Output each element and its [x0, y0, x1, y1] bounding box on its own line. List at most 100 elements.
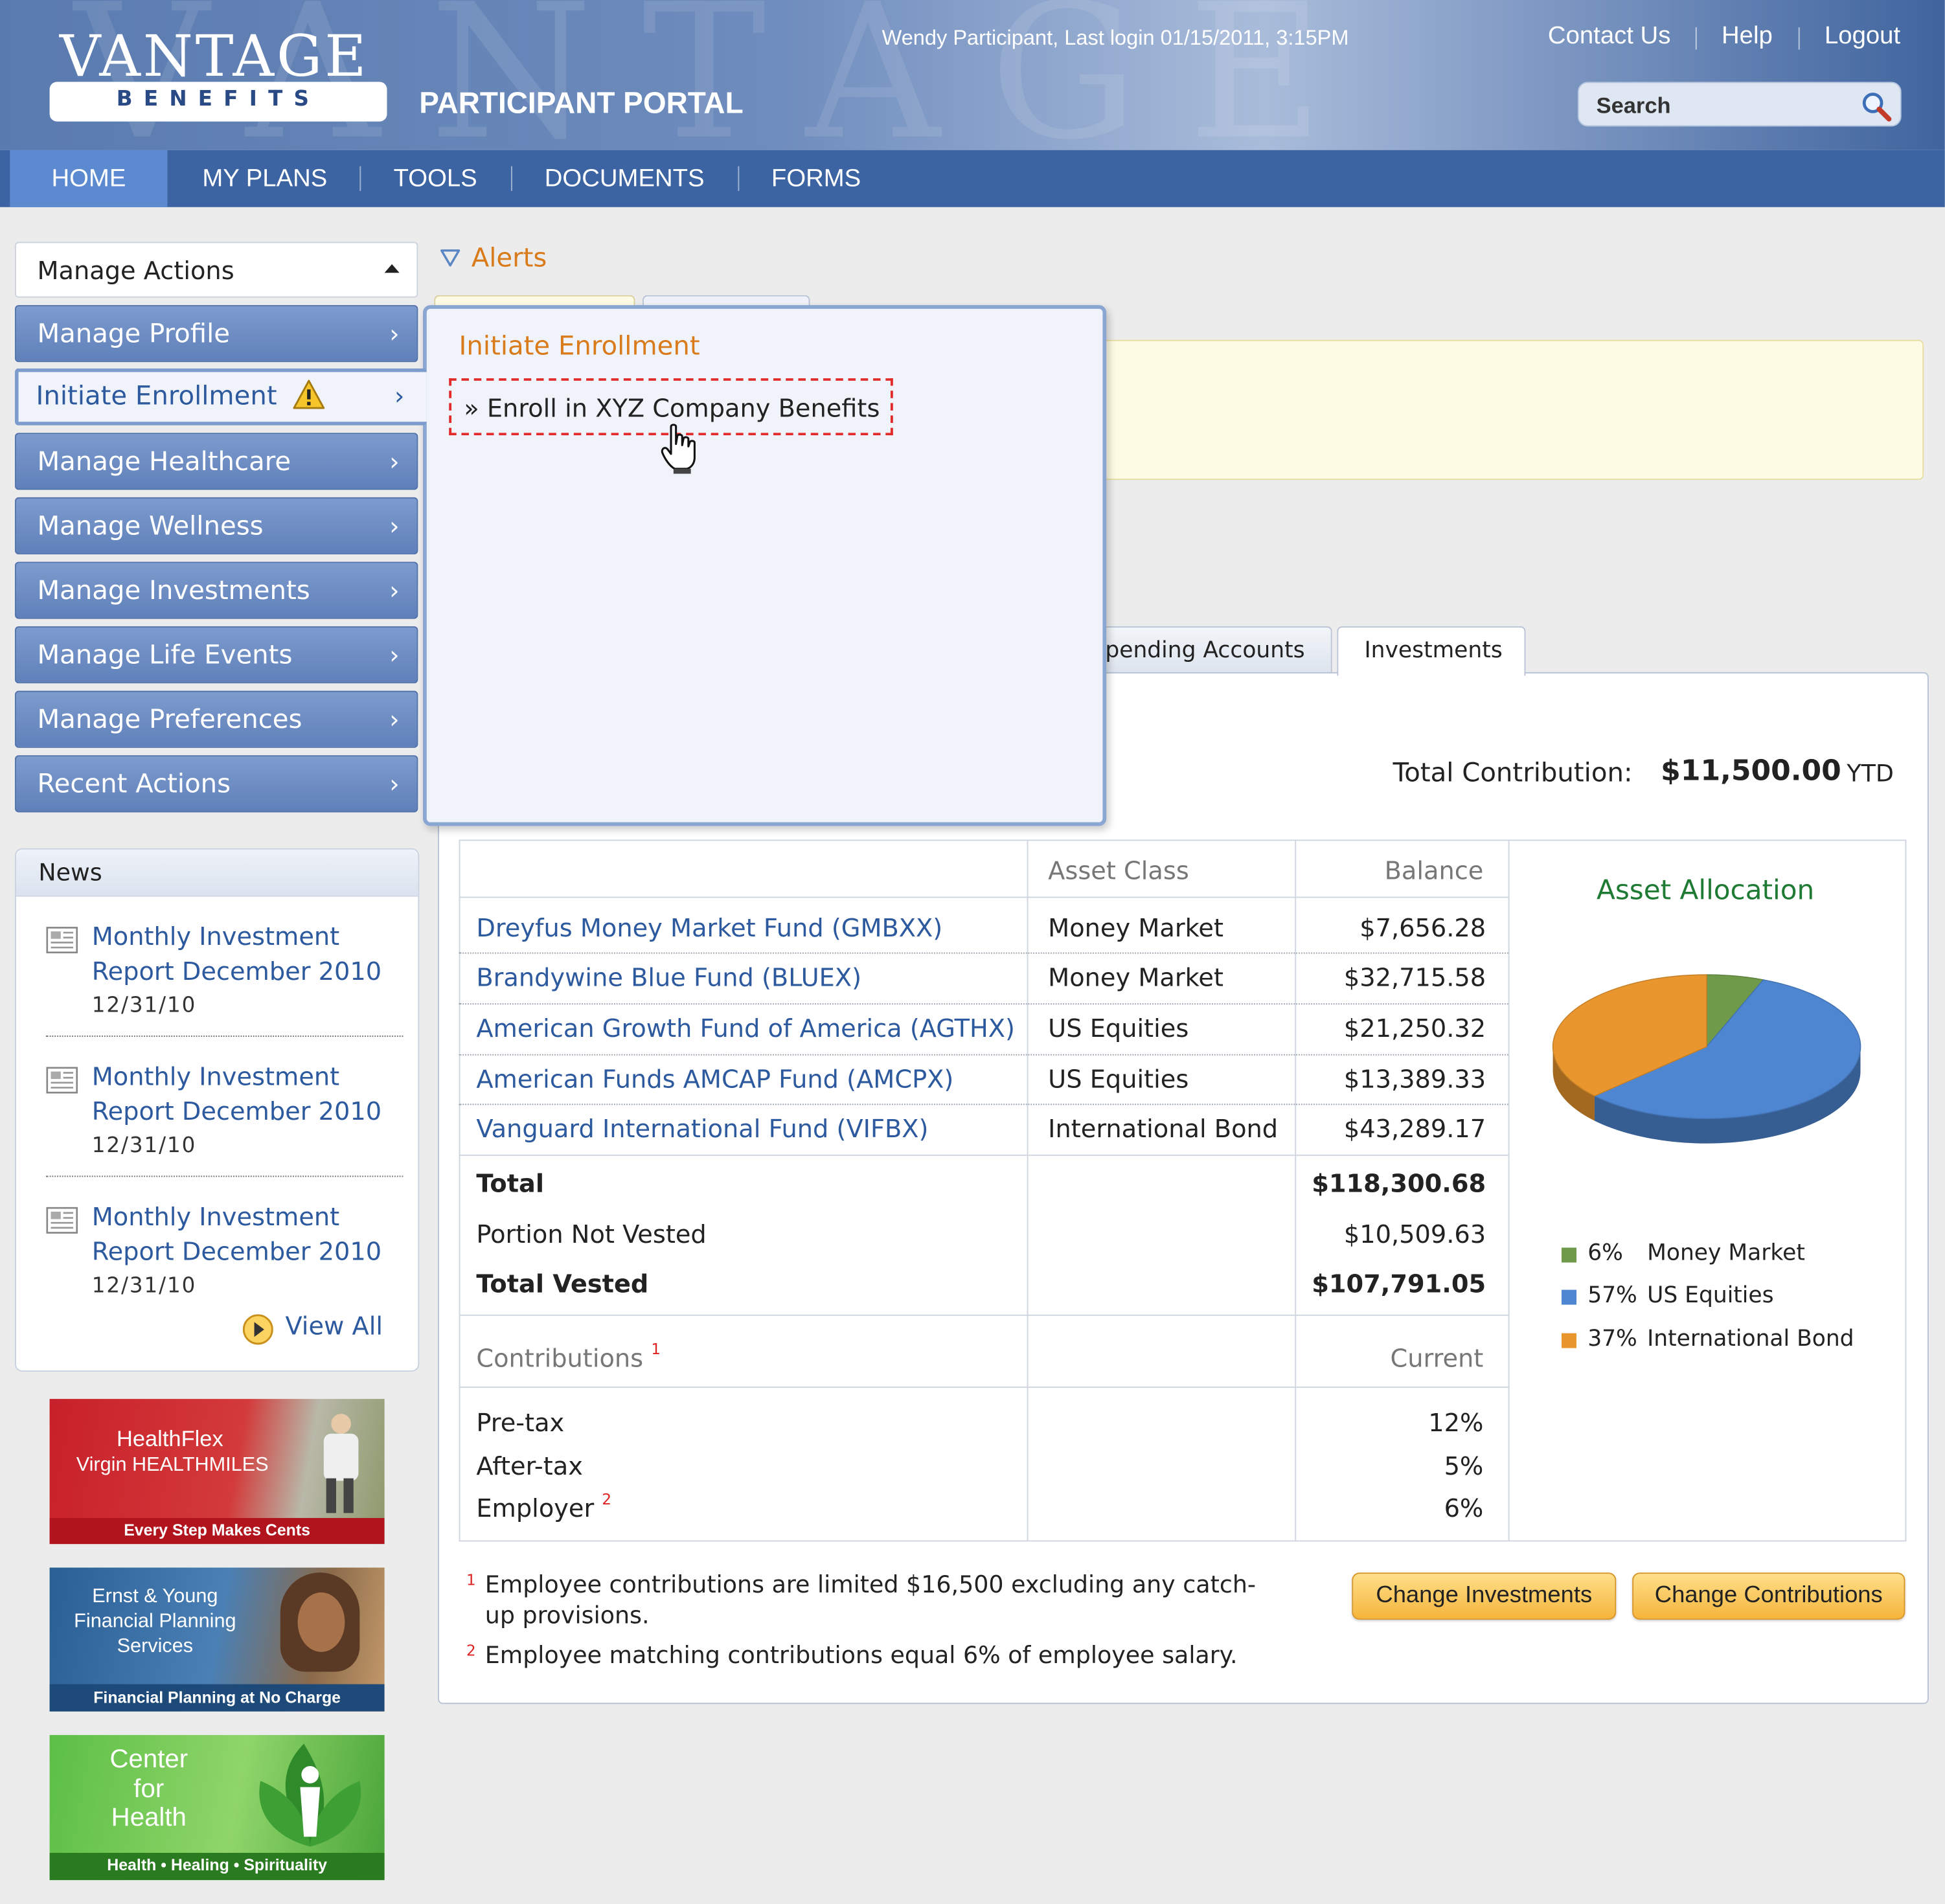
news-item[interactable]: Monthly Investment Report December 2010 …	[16, 914, 418, 1050]
chevron-right-icon: ›	[389, 769, 400, 799]
contact-us-link[interactable]: Contact Us	[1547, 22, 1671, 50]
main-nav: HOME MY PLANS TOOLS DOCUMENTS FORMS	[0, 150, 1945, 207]
logout-link[interactable]: Logout	[1824, 22, 1901, 50]
asset-class-cell: Money Market	[1048, 962, 1223, 992]
help-link[interactable]: Help	[1722, 22, 1773, 50]
change-investments-button[interactable]: Change Investments	[1352, 1572, 1617, 1620]
healthflex-ad-banner[interactable]: HealthFlex Virgin HEALTHMILES Every Step…	[49, 1399, 385, 1545]
news-panel: News Monthly Investment Report December …	[14, 848, 420, 1372]
manage-actions-dropdown[interactable]: Manage Actions	[14, 242, 418, 298]
menu-item-label: Manage Investments	[37, 575, 310, 606]
footnote: 1 Employee contributions are limited $16…	[466, 1570, 1279, 1632]
flyout-title: Initiate Enrollment	[459, 331, 700, 361]
login-info: Wendy Participant, Last login 01/15/2011…	[882, 26, 1349, 50]
fund-link[interactable]: Dreyfus Money Market Fund (GMBXX)	[476, 912, 943, 943]
change-contributions-button[interactable]: Change Contributions	[1632, 1572, 1905, 1620]
news-item-title[interactable]: Monthly Investment Report December 2010	[91, 921, 382, 986]
contribution-value: 5%	[1444, 1451, 1484, 1481]
legend-name: US Equities	[1647, 1282, 1774, 1309]
total-value: $118,300.68	[1312, 1168, 1486, 1198]
fund-link[interactable]: Vanguard International Fund (VIFBX)	[476, 1113, 929, 1144]
tab-investments[interactable]: Investments	[1337, 626, 1526, 676]
investments-panel	[437, 672, 1929, 1705]
warning-icon	[293, 380, 325, 409]
news-item-title[interactable]: Monthly Investment Report December 2010	[91, 1201, 382, 1267]
menu-recent-actions[interactable]: Recent Actions ›	[14, 755, 418, 813]
asset-allocation-pie-chart	[1552, 974, 1861, 1144]
logo-plate	[49, 82, 387, 122]
chevron-right-icon: ›	[389, 446, 400, 477]
menu-item-label: Recent Actions	[37, 769, 231, 799]
tab-spending-accounts[interactable]: Spending Accounts	[1066, 626, 1332, 674]
news-item[interactable]: Monthly Investment Report December 2010 …	[16, 1194, 418, 1331]
menu-manage-healthcare[interactable]: Manage Healthcare ›	[14, 433, 418, 490]
menu-manage-wellness[interactable]: Manage Wellness ›	[14, 497, 418, 555]
tab-label: Investments	[1364, 637, 1503, 664]
menu-initiate-enrollment[interactable]: Initiate Enrollment ›	[14, 368, 427, 425]
caret-up-icon	[384, 264, 400, 273]
table-divider	[459, 1386, 1508, 1388]
table-divider	[459, 1314, 1508, 1316]
table-divider	[1027, 839, 1029, 1542]
header-background-art: VANTAGE	[74, 0, 1374, 150]
search-icon[interactable]	[1861, 91, 1893, 123]
total-contribution-value: $11,500.00	[1661, 755, 1841, 788]
nav-tools[interactable]: TOOLS	[393, 164, 477, 192]
footnote-text: Employee contributions are limited $16,5…	[484, 1571, 1257, 1630]
nav-my-plans[interactable]: MY PLANS	[202, 164, 328, 192]
view-all-label: View All	[285, 1311, 383, 1341]
ad-line: HealthFlex	[116, 1426, 223, 1451]
triangle-down-icon[interactable]	[440, 249, 461, 267]
fund-link[interactable]: Brandywine Blue Fund (BLUEX)	[476, 962, 862, 992]
balance-cell: $7,656.28	[1359, 912, 1486, 943]
contribution-label: Employer	[476, 1493, 595, 1523]
footnote-marker: 2	[602, 1490, 612, 1508]
newspaper-icon	[46, 1067, 78, 1094]
contribution-label: After-tax	[476, 1451, 583, 1481]
menu-item-label: Manage Preferences	[37, 704, 302, 734]
menu-manage-profile[interactable]: Manage Profile ›	[14, 305, 418, 363]
hand-cursor-icon	[661, 424, 696, 474]
nav-forms[interactable]: FORMS	[771, 164, 861, 192]
ad-line: Center	[109, 1745, 188, 1774]
nav-documents[interactable]: DOCUMENTS	[544, 164, 705, 192]
enroll-link-highlight[interactable]: » Enroll in XYZ Company Benefits	[449, 378, 893, 436]
table-row-divider	[459, 952, 1508, 954]
legend-swatch	[1561, 1333, 1576, 1348]
nav-home[interactable]: HOME	[10, 150, 168, 207]
ad-tagline-bar	[49, 1853, 385, 1881]
nav-divider	[738, 166, 740, 191]
logo-wordmark[interactable]: VANTAGE	[59, 22, 369, 89]
newspaper-icon	[46, 927, 78, 954]
ernst-young-ad-banner[interactable]: Ernst & Young Financial Planning Service…	[49, 1567, 385, 1712]
news-item-title[interactable]: Monthly Investment Report December 2010	[91, 1061, 382, 1126]
fund-link[interactable]: American Funds AMCAP Fund (AMCPX)	[476, 1064, 954, 1094]
alerts-toggle[interactable]: Alerts	[471, 243, 547, 273]
not-vested-value: $10,509.63	[1343, 1219, 1486, 1249]
contribution-label-employer: Employer 2	[476, 1490, 612, 1523]
news-item[interactable]: Monthly Investment Report December 2010 …	[16, 1054, 418, 1191]
menu-manage-preferences[interactable]: Manage Preferences ›	[14, 690, 418, 748]
chevron-right-icon: ›	[389, 704, 400, 734]
manage-actions-label: Manage Actions	[37, 255, 234, 286]
menu-item-label: Manage Wellness	[37, 510, 264, 541]
balance-cell: $21,250.32	[1343, 1013, 1486, 1043]
footnote-text: Employee matching contributions equal 6%…	[484, 1642, 1238, 1670]
search-input[interactable]	[1596, 90, 1857, 120]
total-vested-value: $107,791.05	[1312, 1269, 1486, 1299]
menu-manage-life-events[interactable]: Manage Life Events ›	[14, 626, 418, 684]
contributions-header-label: Contributions	[476, 1343, 644, 1373]
menu-manage-investments[interactable]: Manage Investments ›	[14, 561, 418, 619]
footnote: 2 Employee matching contributions equal …	[466, 1641, 1328, 1672]
enroll-in-benefits-link[interactable]: » Enroll in XYZ Company Benefits	[464, 393, 880, 423]
chevron-right-icon: ›	[389, 510, 400, 541]
ad-tagline-bar	[49, 1684, 385, 1712]
asset-class-cell: Money Market	[1048, 912, 1223, 943]
ad-tagline-bar	[49, 1517, 385, 1545]
toplink-divider	[1798, 27, 1800, 50]
fund-link[interactable]: American Growth Fund of America (AGTHX)	[476, 1013, 1016, 1043]
center-for-health-ad-banner[interactable]: Center for Health Health • Healing • Spi…	[49, 1735, 385, 1881]
footnote-number: 2	[466, 1642, 476, 1660]
menu-item-label: Manage Profile	[37, 319, 231, 349]
table-row-divider	[459, 1003, 1508, 1005]
